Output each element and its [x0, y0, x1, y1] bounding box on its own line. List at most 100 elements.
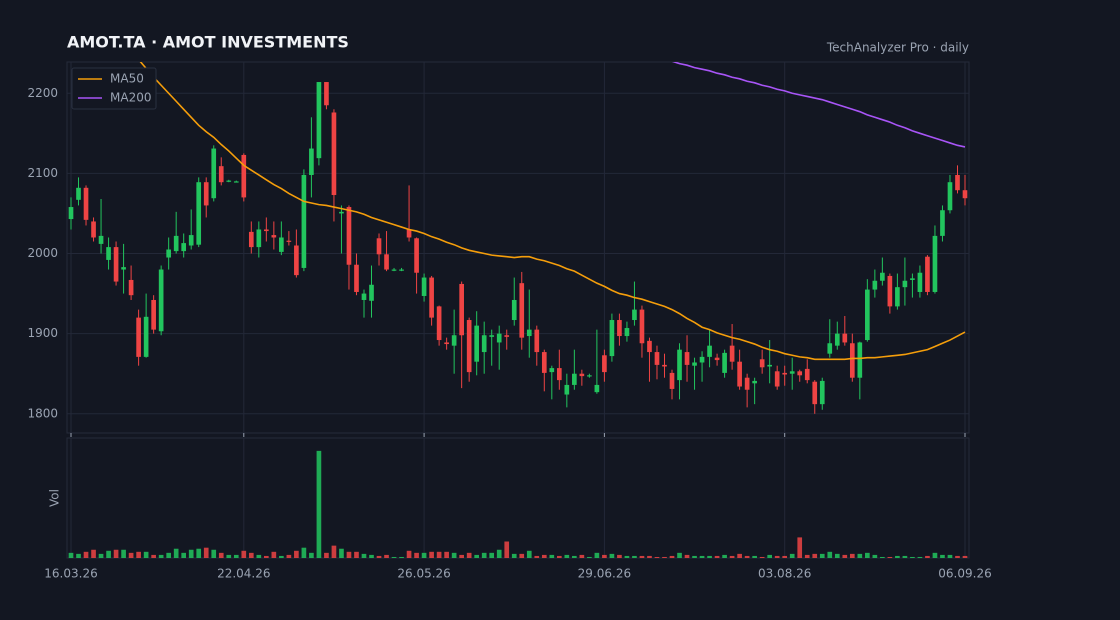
candle-body	[121, 267, 126, 270]
volume-bar	[714, 555, 720, 558]
volume-bar	[609, 553, 615, 558]
volume-bar	[662, 556, 667, 558]
candle-body	[233, 181, 239, 183]
volume-bar	[181, 552, 187, 558]
volume-bar	[827, 551, 833, 558]
candle-body	[744, 377, 750, 390]
volume-bar	[511, 553, 517, 558]
candle-body	[774, 371, 780, 387]
candle-body	[647, 340, 652, 353]
candle-body	[737, 361, 742, 387]
volume-bar	[594, 552, 600, 558]
volume-bar	[91, 549, 96, 558]
candle-body	[263, 229, 269, 232]
volume-bar	[962, 555, 968, 558]
candle-body	[692, 362, 697, 366]
candle-body	[504, 335, 510, 337]
volume-bar	[654, 556, 660, 558]
volume-bar	[549, 554, 555, 558]
volume-bar	[925, 555, 930, 558]
candle-body	[414, 238, 419, 273]
candle-body	[549, 368, 555, 373]
volume-bar	[346, 551, 352, 558]
candle-body	[564, 384, 570, 395]
candle-body	[248, 231, 254, 248]
volume-bar	[76, 553, 81, 558]
volume-bar	[496, 549, 502, 558]
volume-bar	[902, 555, 908, 558]
candle-body	[962, 190, 968, 199]
grid: 1800 1900 2000 2100 2200 16.03.26 22.04.26 26.0…	[27, 62, 992, 581]
volume-bar	[782, 555, 788, 558]
candle-body	[218, 166, 224, 183]
volume-bar	[504, 541, 510, 558]
candle-body	[496, 333, 502, 343]
volume-bar	[354, 551, 359, 558]
moving-averages	[139, 62, 966, 361]
volume-bar	[759, 556, 765, 558]
volume-bar	[880, 556, 885, 558]
volume-bar	[797, 537, 803, 558]
candle-body	[819, 380, 825, 405]
candle-body	[789, 371, 795, 374]
volume-bar	[887, 556, 893, 558]
volume-bar	[707, 555, 712, 558]
volume-panel	[66, 437, 970, 559]
volume-bar	[872, 554, 878, 558]
volume-bar	[466, 552, 472, 558]
volume-bar	[692, 555, 697, 558]
volume-bar	[632, 555, 637, 558]
candle-body	[158, 269, 164, 332]
volume-bar	[579, 554, 585, 558]
volume-bar	[113, 549, 119, 558]
ma-line	[671, 62, 966, 148]
volume-bar	[819, 553, 825, 558]
candle-body	[511, 299, 517, 321]
volume-bar	[248, 552, 254, 558]
legend-label: MA50	[110, 72, 144, 86]
candle-body	[804, 368, 810, 381]
candle-body	[384, 254, 389, 270]
volume-bar	[459, 554, 464, 558]
candle-body	[98, 235, 104, 244]
candle-body	[684, 352, 690, 365]
candle-body	[241, 154, 247, 198]
candle-body	[181, 243, 187, 252]
volume-bar	[774, 555, 780, 558]
candle-body	[782, 372, 788, 375]
volume-bar	[173, 548, 179, 558]
volume-bar	[158, 554, 164, 558]
x-tick-label: 16.03.26	[44, 567, 97, 581]
y-tick-label: 2100	[27, 166, 58, 180]
candle-body	[602, 355, 607, 373]
candle-body	[489, 335, 495, 337]
candle-body	[113, 247, 119, 282]
candle-body	[617, 320, 622, 337]
volume-bar	[324, 552, 329, 558]
legend-label: MA200	[110, 91, 151, 105]
volume-bar	[376, 555, 382, 558]
candle-body	[406, 229, 412, 238]
x-tick-label: 03.08.26	[758, 567, 811, 581]
volume-bar	[556, 555, 562, 558]
candle-body	[316, 82, 322, 159]
volume-bar	[218, 552, 224, 558]
candle-body	[128, 279, 134, 296]
y-tick-label: 2000	[27, 246, 58, 260]
volume-bar	[804, 554, 810, 558]
candle-body	[256, 229, 262, 248]
y-tick-label: 1800	[27, 406, 58, 420]
volume-bar	[624, 555, 630, 558]
candle-body	[812, 381, 818, 405]
candle-body	[925, 256, 930, 292]
volume-bar	[399, 556, 404, 558]
volume-bar	[83, 551, 89, 558]
candle-body	[917, 272, 923, 292]
volume-bar	[684, 554, 690, 558]
volume-bar	[669, 555, 675, 558]
candle-body	[579, 373, 585, 377]
ma-line	[139, 62, 966, 361]
volume-bar	[98, 553, 104, 558]
candle-body	[309, 148, 314, 175]
candle-body	[331, 112, 337, 196]
